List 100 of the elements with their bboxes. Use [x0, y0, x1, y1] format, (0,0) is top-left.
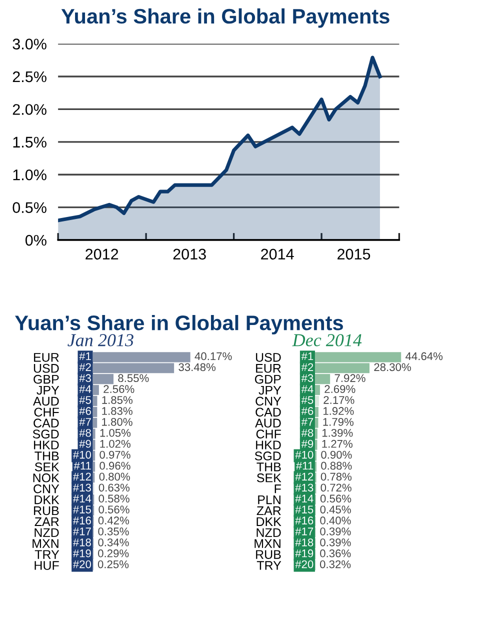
data-label: 33.48% — [178, 363, 216, 372]
y2-tick-label: #2 — [79, 363, 91, 371]
y2-tick-label: #13 — [72, 484, 91, 492]
data-label: 0.96% — [100, 462, 130, 470]
y-tick-label: GDP — [254, 374, 281, 384]
data-label: 0.34% — [98, 538, 129, 546]
y2-tick-label: #16 — [72, 516, 91, 524]
y2-tick-label: #20 — [295, 560, 314, 568]
data-label: 1.27% — [322, 440, 352, 448]
y-tick-label: SEK — [34, 462, 60, 472]
y2-tick-label: #20 — [72, 560, 92, 568]
y2-tick-label: #11 — [296, 462, 314, 470]
data-label: 0.36% — [320, 549, 351, 558]
y-tick-label: GBP — [34, 374, 59, 384]
y-tick-label: THB — [34, 452, 59, 460]
y-tick-label: MXN — [254, 539, 280, 548]
y-tick-label: NZD — [256, 528, 281, 537]
y-tick-label: USD — [256, 352, 281, 362]
chart-title: Yuan’s Share in Global Payments — [14, 314, 343, 334]
chart-subtitle: Jan 2013 — [68, 334, 134, 346]
y-tick-label: HUF — [34, 561, 59, 570]
y2-tick-label: #6 — [79, 407, 91, 415]
y2-tick-label: #17 — [295, 528, 314, 536]
y2-tick-label: #17 — [72, 528, 91, 536]
y-tick-label: USD — [34, 364, 59, 373]
y-tick-label: CAD — [34, 418, 59, 428]
y-tick-label: EUR — [256, 364, 281, 373]
y2-tick-label: #4 — [301, 385, 314, 393]
y-tick-label: RUB — [34, 506, 59, 516]
data-label: 0.88% — [321, 462, 352, 470]
data-label: 8.55% — [118, 374, 149, 382]
data-label: 0.80% — [99, 472, 130, 481]
y-tick-label: HKD — [256, 440, 281, 450]
y-tick-label: CHF — [34, 408, 59, 417]
y2-tick-label: #15 — [72, 506, 91, 514]
y2-tick-label: #5 — [301, 396, 314, 404]
y2-tick-label: #9 — [301, 440, 314, 448]
y-tick-label: DKK — [256, 517, 282, 526]
y2-tick-label: #2 — [301, 363, 314, 371]
y2-tick-label: #13 — [295, 484, 314, 492]
y2-tick-label: #10 — [72, 450, 92, 459]
y2-tick-label: #14 — [72, 494, 92, 502]
data-label: 0.97% — [100, 450, 130, 459]
y-tick-label: CHF — [256, 430, 281, 438]
y2-tick-label: #19 — [295, 549, 314, 558]
y2-tick-label: #18 — [72, 538, 91, 546]
data-label: 7.92% — [334, 374, 366, 382]
data-label: 2.17% — [324, 396, 354, 404]
y2-tick-label: #12 — [72, 472, 91, 481]
y2-tick-label: #14 — [295, 494, 314, 502]
y2-tick-label: #15 — [295, 506, 314, 514]
x-tick-label: 2014 — [261, 248, 294, 260]
y2-tick-label: #18 — [295, 538, 314, 546]
y-tick-label: F — [274, 484, 281, 494]
y-tick-label: EUR — [34, 353, 59, 362]
y-tick-label: 0% — [25, 234, 46, 246]
data-label: 0.63% — [98, 484, 130, 492]
y-tick-label: RUB — [256, 550, 281, 559]
y-tick-label: TRY — [34, 550, 60, 559]
data-label: 0.78% — [320, 472, 352, 481]
y2-tick-label: #7 — [79, 418, 91, 426]
y-tick-label: 1.5% — [13, 136, 46, 148]
data-label: 44.64% — [406, 352, 443, 360]
y-tick-label: TRY — [256, 561, 282, 570]
data-label: 0.56% — [98, 506, 130, 514]
y2-tick-label: #1 — [79, 352, 91, 360]
y-tick-label: 1.0% — [13, 169, 46, 180]
y2-tick-label: #4 — [79, 385, 92, 393]
y-tick-label: JPY — [258, 386, 282, 395]
y-tick-label: DKK — [34, 495, 60, 504]
data-label: 40.17% — [194, 352, 232, 360]
y-tick-label: 2.0% — [12, 104, 46, 115]
data-label: 28.30% — [374, 363, 411, 372]
x-tick-label: 2013 — [173, 248, 206, 260]
data-label: 0.39% — [320, 528, 351, 536]
y2-tick-label: #8 — [79, 428, 91, 437]
y-tick-label: 3.0% — [12, 38, 46, 50]
data-label: 1.05% — [100, 428, 131, 437]
y-tick-label: PLN — [258, 495, 280, 504]
y2-tick-label: #7 — [301, 418, 314, 426]
data-label: 0.29% — [98, 549, 129, 558]
y-tick-label: THB — [256, 462, 281, 472]
y-tick-label: CAD — [256, 408, 281, 417]
y2-tick-label: #5 — [79, 396, 91, 404]
y2-tick-label: #11 — [74, 462, 91, 470]
y-tick-label: AUD — [255, 418, 281, 428]
y2-tick-label: #3 — [301, 374, 314, 382]
chart-subtitle: Dec 2014 — [292, 334, 362, 346]
y-tick-label: AUD — [33, 396, 59, 406]
data-label: 1.39% — [322, 428, 353, 437]
data-label: 0.58% — [98, 494, 130, 503]
y-tick-label: 2.5% — [12, 71, 46, 82]
data-label: 0.90% — [321, 450, 352, 459]
chart-title: Yuan’s Share in Global Payments — [61, 8, 390, 28]
y-tick-label: CNY — [256, 396, 282, 406]
data-label: 0.42% — [98, 516, 130, 524]
y2-tick-label: #9 — [79, 440, 91, 448]
data-label: 0.40% — [320, 516, 351, 524]
y2-tick-label: #12 — [295, 472, 314, 481]
y2-tick-label: #1 — [301, 352, 314, 360]
